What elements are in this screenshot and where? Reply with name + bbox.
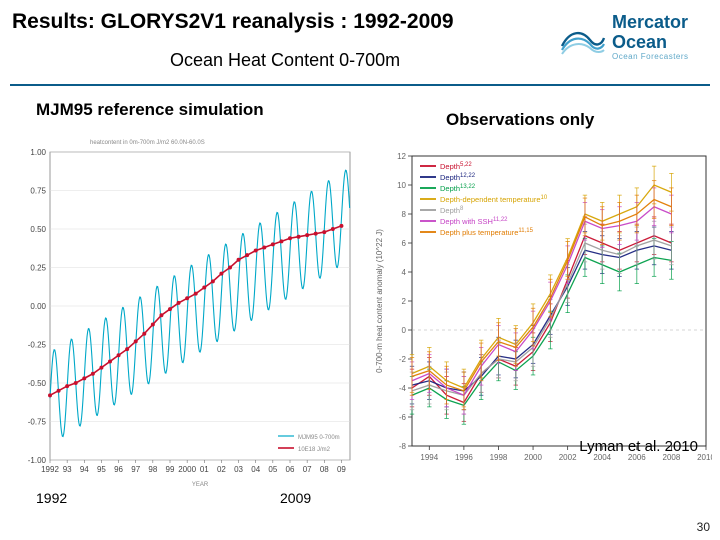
page-number: 30 — [697, 520, 710, 534]
wave-icon — [560, 20, 606, 56]
brand-line1: Mercator — [612, 12, 688, 33]
svg-text:1996: 1996 — [455, 453, 473, 462]
svg-text:99: 99 — [166, 465, 175, 474]
svg-text:6: 6 — [402, 239, 407, 248]
svg-text:2010: 2010 — [697, 453, 712, 462]
svg-text:-6: -6 — [399, 413, 407, 422]
citation-text: Lyman et al. 2010 — [579, 438, 698, 455]
svg-text:2002: 2002 — [559, 453, 577, 462]
svg-text:-8: -8 — [399, 442, 407, 451]
svg-text:MJM95 0-700m: MJM95 0-700m — [298, 435, 340, 441]
brand-subtitle: Ocean Forecasters — [612, 52, 689, 61]
svg-text:01: 01 — [200, 465, 209, 474]
right-chart: -8-6-4-202468101219941996199820002002200… — [368, 148, 712, 468]
svg-text:-4: -4 — [399, 384, 407, 393]
page-subtitle: Ocean Heat Content 0-700m — [170, 50, 400, 71]
brand-logo: Mercator Ocean Ocean Forecasters — [560, 10, 700, 66]
header-rule — [10, 84, 710, 86]
brand-line2: Ocean — [612, 32, 667, 53]
svg-text:07: 07 — [303, 465, 312, 474]
svg-text:-0.50: -0.50 — [28, 379, 47, 388]
page-title: Results: GLORYS2V1 reanalysis : 1992-200… — [12, 10, 454, 34]
svg-text:06: 06 — [286, 465, 295, 474]
svg-text:05: 05 — [268, 465, 277, 474]
svg-text:04: 04 — [251, 465, 260, 474]
right-chart-title: Observations only — [446, 110, 594, 130]
left-xstart-label: 1992 — [36, 490, 67, 506]
svg-text:10E18 J/m2: 10E18 J/m2 — [298, 447, 331, 453]
svg-text:2000: 2000 — [524, 453, 542, 462]
svg-text:-0.25: -0.25 — [28, 341, 47, 350]
left-chart: heatcontent in 0m-700m J/m2 60.0N-60.0S -… — [10, 130, 360, 500]
svg-text:2: 2 — [402, 297, 407, 306]
svg-text:0-700-m heat content anomaly (: 0-700-m heat content anomaly (10^22 J) — [375, 229, 384, 373]
svg-text:1998: 1998 — [490, 453, 508, 462]
svg-text:YEAR: YEAR — [192, 482, 209, 488]
svg-text:08: 08 — [320, 465, 329, 474]
header: Results: GLORYS2V1 reanalysis : 1992-200… — [10, 6, 710, 96]
svg-text:02: 02 — [217, 465, 226, 474]
left-chart-title: MJM95 reference simulation — [36, 100, 264, 120]
slide-root: Results: GLORYS2V1 reanalysis : 1992-200… — [0, 0, 720, 540]
svg-text:0.50: 0.50 — [30, 225, 46, 234]
svg-text:09: 09 — [337, 465, 346, 474]
svg-text:94: 94 — [80, 465, 89, 474]
svg-text:1994: 1994 — [420, 453, 438, 462]
left-xend-label: 2009 — [280, 490, 311, 506]
svg-text:heatcontent in 0m-700m J/m2 60: heatcontent in 0m-700m J/m2 60.0N-60.0S — [90, 140, 205, 146]
svg-text:12: 12 — [397, 152, 406, 161]
svg-text:0.25: 0.25 — [30, 264, 46, 273]
svg-text:0.00: 0.00 — [30, 302, 46, 311]
svg-text:8: 8 — [402, 210, 407, 219]
svg-text:-0.75: -0.75 — [28, 418, 47, 427]
svg-text:2000: 2000 — [178, 465, 196, 474]
svg-text:Depth-dependent temperature10: Depth-dependent temperature10 — [440, 195, 548, 204]
svg-text:-2: -2 — [399, 355, 407, 364]
svg-text:0.75: 0.75 — [30, 187, 46, 196]
svg-text:-1.00: -1.00 — [28, 456, 47, 465]
svg-text:1992: 1992 — [41, 465, 59, 474]
svg-text:10: 10 — [397, 181, 406, 190]
svg-text:0: 0 — [402, 326, 407, 335]
svg-text:4: 4 — [402, 268, 407, 277]
svg-text:95: 95 — [97, 465, 106, 474]
svg-text:1.00: 1.00 — [30, 148, 46, 157]
svg-text:03: 03 — [234, 465, 243, 474]
svg-text:97: 97 — [131, 465, 140, 474]
svg-text:96: 96 — [114, 465, 123, 474]
svg-text:93: 93 — [63, 465, 72, 474]
svg-text:98: 98 — [148, 465, 157, 474]
